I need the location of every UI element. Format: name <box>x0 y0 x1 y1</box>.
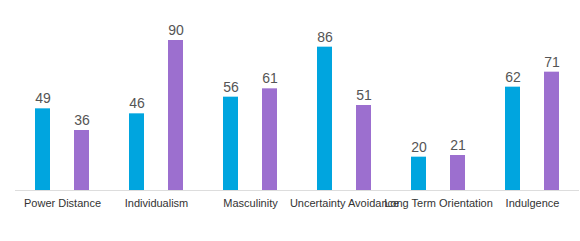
svg-text:46: 46 <box>129 95 145 111</box>
svg-text:Individualism: Individualism <box>125 197 189 209</box>
svg-text:51: 51 <box>356 87 372 103</box>
svg-text:Indulgence: Indulgence <box>506 197 560 209</box>
svg-text:21: 21 <box>450 137 466 153</box>
svg-text:71: 71 <box>544 54 560 70</box>
svg-text:20: 20 <box>411 139 427 155</box>
svg-text:56: 56 <box>223 79 239 95</box>
svg-text:86: 86 <box>317 29 333 45</box>
svg-text:62: 62 <box>505 69 521 85</box>
svg-text:Power Distance: Power Distance <box>24 197 101 209</box>
svg-text:61: 61 <box>262 70 278 86</box>
svg-text:90: 90 <box>168 22 184 38</box>
svg-text:Masculinity: Masculinity <box>223 197 278 209</box>
svg-text:49: 49 <box>35 90 51 106</box>
svg-text:36: 36 <box>74 112 90 128</box>
svg-text:Uncertainty Avoidance: Uncertainty Avoidance <box>290 197 399 209</box>
svg-text:Long Term Orientation: Long Term Orientation <box>384 197 493 209</box>
